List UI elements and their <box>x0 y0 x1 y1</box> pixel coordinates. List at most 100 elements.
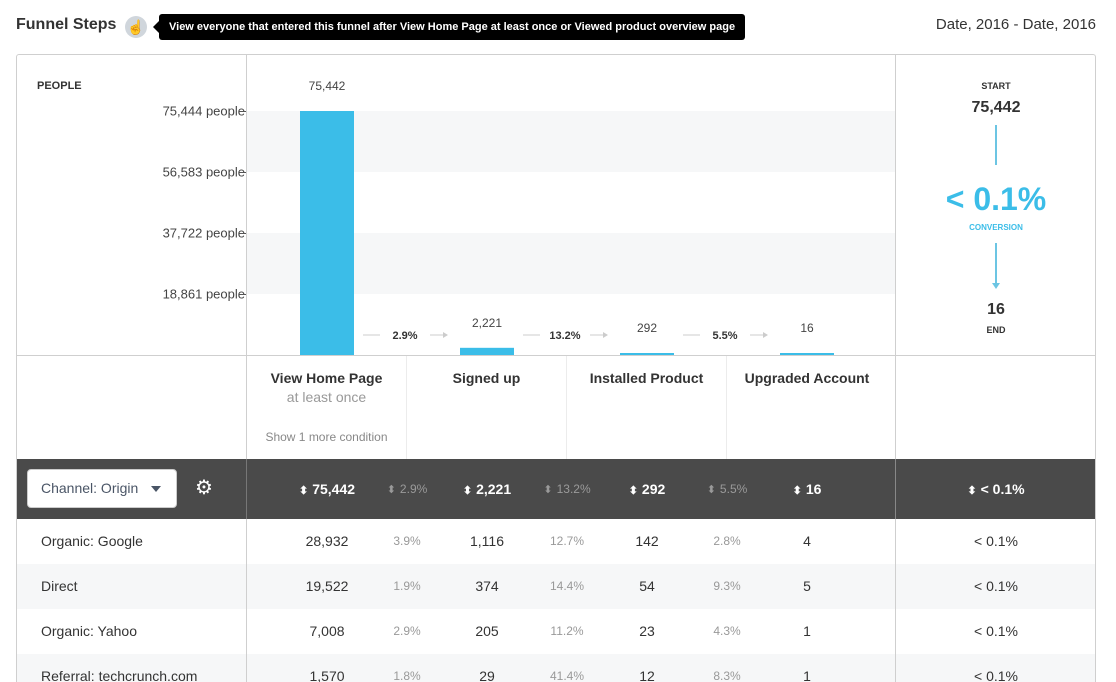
step-name: Signed up <box>452 370 521 386</box>
total-sort-header[interactable]: ⬍ 2.9% <box>387 459 428 519</box>
row-step-conversion: 41.4% <box>549 669 585 682</box>
step-view-home-page[interactable]: View Home Page at least once Show 1 more… <box>247 356 407 459</box>
connector-line <box>995 125 997 165</box>
total-sort-header[interactable]: ⬍ 16 <box>793 459 822 519</box>
row-count: 1 <box>803 668 811 682</box>
row-overall-conversion: < 0.1% <box>974 623 1018 639</box>
grid-band <box>247 233 895 294</box>
row-count: 1 <box>803 623 811 639</box>
total-value: 2.9% <box>399 482 428 496</box>
tooltip: View everyone that entered this funnel a… <box>152 14 746 40</box>
bar-value-label: 292 <box>637 321 657 335</box>
sort-icon: ⬍ <box>543 484 553 496</box>
sort-icon: ⬍ <box>792 485 802 497</box>
total-value: 13.2% <box>556 482 591 496</box>
table-header-row: Channel: Origin ⚙ ⬍ 75,442 ⬍ 2.9% ⬍ 2,221 ⬍ 13.… <box>17 459 1095 519</box>
divider <box>895 654 896 682</box>
y-axis-title: PEOPLE <box>37 80 82 92</box>
row-step-conversion: 9.3% <box>713 579 741 593</box>
arrow-down-icon <box>992 283 1000 289</box>
row-count: 5 <box>803 578 811 594</box>
row-count: 19,522 <box>305 578 349 594</box>
hand-pointer-icon[interactable]: ☝ <box>125 16 147 38</box>
grid-band <box>247 111 895 172</box>
row-count: 12 <box>639 668 655 682</box>
row-count: 374 <box>475 578 499 594</box>
total-sort-header[interactable]: ⬍ 2,221 <box>463 459 511 519</box>
row-step-conversion: 1.9% <box>393 579 421 593</box>
total-value: 5.5% <box>719 482 748 496</box>
row-count: 54 <box>639 578 655 594</box>
conversion-summary: START 75,442 < 0.1% CONVERSION 16 END <box>896 55 1095 355</box>
bar[interactable] <box>620 353 674 355</box>
chevron-down-icon <box>151 486 161 492</box>
sort-icon: ⬍ <box>967 485 977 497</box>
arrow-right-icon <box>443 332 448 338</box>
step-conversion: 2.9% <box>363 330 448 342</box>
gear-icon[interactable]: ⚙ <box>195 477 213 499</box>
row-count: 29 <box>479 668 495 682</box>
y-tick-mark <box>240 294 246 295</box>
step-conversion: 13.2% <box>523 330 608 342</box>
channel-select[interactable]: Channel: Origin <box>27 469 177 508</box>
y-tick-label: 75,444 people <box>162 103 245 119</box>
row-count: 142 <box>635 533 659 549</box>
bar[interactable] <box>780 353 834 355</box>
step-name: View Home Page <box>270 370 383 386</box>
row-step-conversion: 11.2% <box>550 624 584 638</box>
date-range[interactable]: Date, 2016 - Date, 2016 <box>935 16 1096 33</box>
bar[interactable] <box>460 347 514 355</box>
row-count: 1,116 <box>470 533 504 549</box>
divider <box>246 55 247 682</box>
bar-value-label: 75,442 <box>309 79 346 93</box>
table-row[interactable]: Organic: Google 28,932 3.9% 1,116 12.7% 142 2.… <box>17 519 1095 564</box>
step-conversion: 5.5% <box>683 330 768 342</box>
sort-icon: ⬍ <box>298 485 309 497</box>
step-name: Installed Product <box>589 370 704 386</box>
step-signed-up[interactable]: Signed up <box>407 356 567 459</box>
y-tick-mark <box>240 233 246 234</box>
row-overall-conversion: < 0.1% <box>974 533 1018 549</box>
funnel-bar-chart: 75,442 2,221 292 16 2.9% 13.2% 5.5% <box>247 79 895 355</box>
row-count: 205 <box>475 623 499 639</box>
total-sort-header[interactable]: ⬍ 292 <box>629 459 666 519</box>
step-conversion-label: 2.9% <box>392 330 417 342</box>
row-segment-name: Organic: Google <box>41 533 143 549</box>
row-step-conversion: 12.7% <box>549 534 585 548</box>
step-installed-product[interactable]: Installed Product <box>567 356 727 459</box>
row-segment-name: Direct <box>41 578 78 594</box>
row-step-conversion: 1.8% <box>393 669 421 682</box>
row-count: 23 <box>639 623 655 639</box>
row-count: 7,008 <box>309 623 345 639</box>
total-sort-header[interactable]: ⬍ 5.5% <box>707 459 748 519</box>
bar[interactable] <box>300 111 354 355</box>
channel-select-value: Channel: Origin <box>41 480 139 496</box>
arrow-right-icon <box>603 332 608 338</box>
row-step-conversion: 3.9% <box>393 534 421 548</box>
show-more-conditions-link[interactable]: Show 1 more condition <box>265 430 388 444</box>
total-sort-header[interactable]: ⬍ < 0.1% <box>967 459 1024 519</box>
step-condition: at least once <box>286 389 367 405</box>
row-count: 4 <box>803 533 811 549</box>
total-value: 2,221 <box>476 481 512 497</box>
start-label: START <box>981 81 1011 91</box>
y-tick-label: 37,722 people <box>162 225 245 241</box>
step-upgraded-account[interactable]: Upgraded Account <box>727 356 887 459</box>
divider <box>895 55 896 682</box>
sort-icon: ⬍ <box>706 484 716 496</box>
total-value: 75,442 <box>312 481 356 497</box>
total-sort-header[interactable]: ⬍ 13.2% <box>543 459 590 519</box>
table-row[interactable]: Direct 19,522 1.9% 374 14.4% 54 9.3% 5 < 0.1% <box>17 564 1095 609</box>
total-sort-header[interactable]: ⬍ 75,442 <box>299 459 355 519</box>
table-row[interactable]: Organic: Yahoo 7,008 2.9% 205 11.2% 23 4.3% 1 < … <box>17 609 1095 654</box>
sort-icon: ⬍ <box>462 485 473 497</box>
total-value: < 0.1% <box>980 481 1025 497</box>
table-row[interactable]: Referral: techcrunch.com 1,570 1.8% 29 41.4%… <box>17 654 1095 682</box>
end-value: 16 <box>987 301 1005 318</box>
start-value: 75,442 <box>971 99 1021 116</box>
conversion-label: CONVERSION <box>969 223 1023 232</box>
divider <box>246 519 247 564</box>
y-tick-mark <box>240 172 246 173</box>
row-overall-conversion: < 0.1% <box>974 578 1018 594</box>
